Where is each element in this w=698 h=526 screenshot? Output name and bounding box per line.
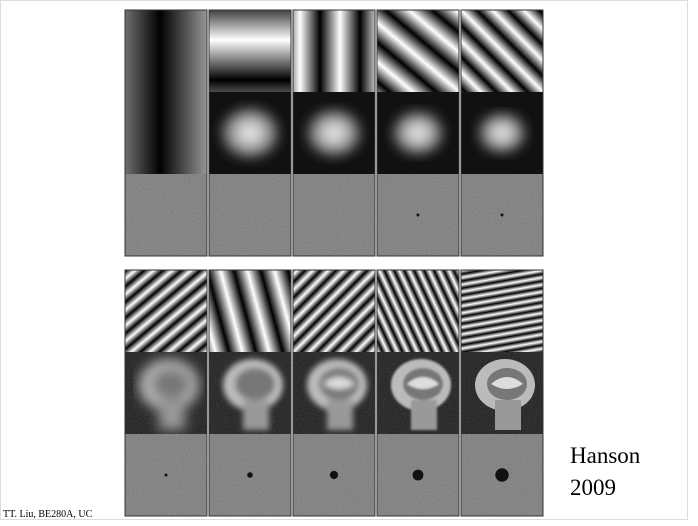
- spectrum-dot: [413, 470, 424, 481]
- brain-inner: [235, 368, 275, 400]
- footer: TT. Liu, BE280A, UC: [3, 509, 93, 520]
- spectrum-dot: [417, 214, 420, 217]
- stripe-image: [377, 10, 459, 92]
- recon-blob: [476, 111, 528, 155]
- recon-image: [218, 105, 282, 161]
- brain-neck: [327, 400, 353, 430]
- spectrum-dot: [495, 468, 508, 481]
- stripe-image: [293, 10, 375, 92]
- brain-neck: [243, 400, 269, 430]
- brain-neck: [411, 400, 437, 430]
- recon-image: [125, 92, 207, 174]
- image-noise: [209, 174, 291, 256]
- image-noise: [125, 174, 207, 256]
- slide: TT. Liu, BE280A, UC Hanson 2009: [0, 0, 698, 526]
- brain-neck: [495, 400, 521, 430]
- caption-year: 2009: [570, 475, 616, 500]
- brain-neck: [159, 400, 185, 430]
- stripe-image: [209, 10, 291, 92]
- stripe-image: [377, 270, 459, 352]
- brain-inner: [151, 368, 191, 400]
- stripe-image: [125, 270, 207, 352]
- recon-image: [304, 107, 364, 159]
- spectrum-dot: [330, 471, 338, 479]
- recon-blob: [218, 105, 282, 161]
- recon-blob: [304, 107, 364, 159]
- page: TT. Liu, BE280A, UC Hanson 2009 (() => {…: [0, 0, 698, 526]
- spectrum-dot: [165, 474, 168, 477]
- recon-image: [476, 111, 528, 155]
- recon-image: [390, 109, 446, 157]
- spectrum-dot: [501, 214, 504, 217]
- spectrum-dot: [247, 472, 253, 478]
- stripe-image: [293, 270, 375, 352]
- recon-blob: [390, 109, 446, 157]
- stripe-image: [209, 270, 291, 352]
- stripe-image: [125, 10, 207, 92]
- stripe-image: [461, 10, 543, 92]
- stripe-image: [461, 270, 543, 352]
- caption-author: Hanson: [570, 443, 641, 468]
- image-noise: [293, 174, 375, 256]
